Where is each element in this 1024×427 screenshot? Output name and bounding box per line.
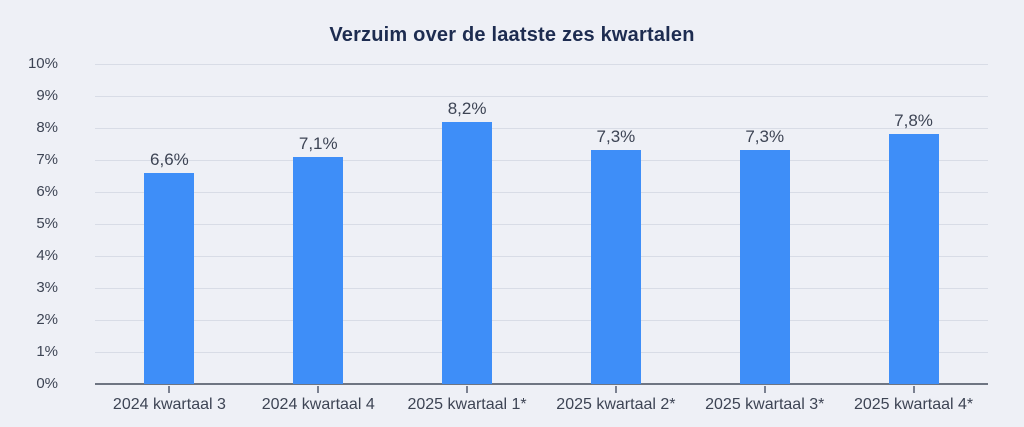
bar-column: 8,2% 2025 kwartaal 1*	[393, 64, 542, 413]
bar	[293, 156, 344, 384]
bar	[590, 150, 641, 384]
bar-value-label: 6,6%	[150, 149, 189, 169]
bar-column: 7,3% 2025 kwartaal 2*	[541, 64, 690, 413]
gridline	[95, 319, 988, 321]
y-tick-label: 4%	[36, 247, 58, 264]
y-tick-label: 3%	[36, 279, 58, 296]
gridline	[95, 223, 988, 225]
gridline	[95, 63, 988, 65]
y-tick-label: 8%	[36, 119, 58, 136]
y-tick-label: 0%	[36, 375, 58, 392]
bar-value-label: 7,3%	[596, 127, 636, 147]
gridline	[95, 159, 988, 161]
gridline	[95, 287, 988, 289]
y-tick-label: 7%	[36, 151, 58, 168]
bar-column: 7,3% 2025 kwartaal 3*	[690, 64, 839, 413]
gridline	[95, 191, 988, 193]
gridline	[95, 351, 988, 353]
x-category-label: 2025 kwartaal 4*	[853, 396, 974, 413]
x-tick-mark	[317, 386, 320, 393]
gridline	[95, 95, 988, 97]
bar-value-label: 7,3%	[745, 127, 785, 147]
bar-column: 6,6% 2024 kwartaal 3	[95, 64, 244, 413]
gridline	[95, 255, 988, 257]
x-tick-mark	[168, 386, 171, 393]
x-tick-mark	[912, 386, 915, 393]
bar-column: 7,8% 2025 kwartaal 4*	[839, 64, 988, 413]
bar	[144, 172, 195, 384]
y-tick-label: 6%	[36, 183, 58, 200]
bar-column: 7,1% 2024 kwartaal 4	[244, 64, 393, 413]
x-tick-mark	[466, 386, 469, 393]
x-tick-mark	[614, 386, 617, 393]
y-tick-label: 1%	[36, 343, 58, 360]
bar-value-label: 7,1%	[298, 133, 338, 153]
bars-area: 6,6% 2024 kwartaal 3 7,1% 2024 kwartaal 4 8,…	[95, 64, 988, 413]
x-category-label: 2024 kwartaal 3	[112, 396, 226, 413]
bar-value-label: 7,8%	[894, 111, 933, 131]
y-tick-label: 2%	[36, 311, 58, 328]
bar	[888, 134, 939, 384]
x-category-label: 2025 kwartaal 3*	[705, 396, 825, 413]
chart-title: Verzuim over de laatste zes kwartalen	[329, 24, 695, 46]
y-tick-label: 5%	[36, 215, 58, 232]
bar	[739, 150, 790, 384]
x-tick-mark	[763, 386, 766, 393]
bar	[442, 121, 493, 384]
bar-value-label: 8,2%	[447, 98, 487, 118]
x-axis-line	[95, 383, 988, 385]
gridline	[95, 127, 988, 129]
y-tick-label: 10%	[27, 55, 58, 72]
y-tick-label: 9%	[36, 87, 58, 104]
x-category-label: 2024 kwartaal 4	[261, 396, 375, 413]
x-category-label: 2025 kwartaal 1*	[407, 396, 527, 413]
x-category-label: 2025 kwartaal 2*	[556, 396, 676, 413]
